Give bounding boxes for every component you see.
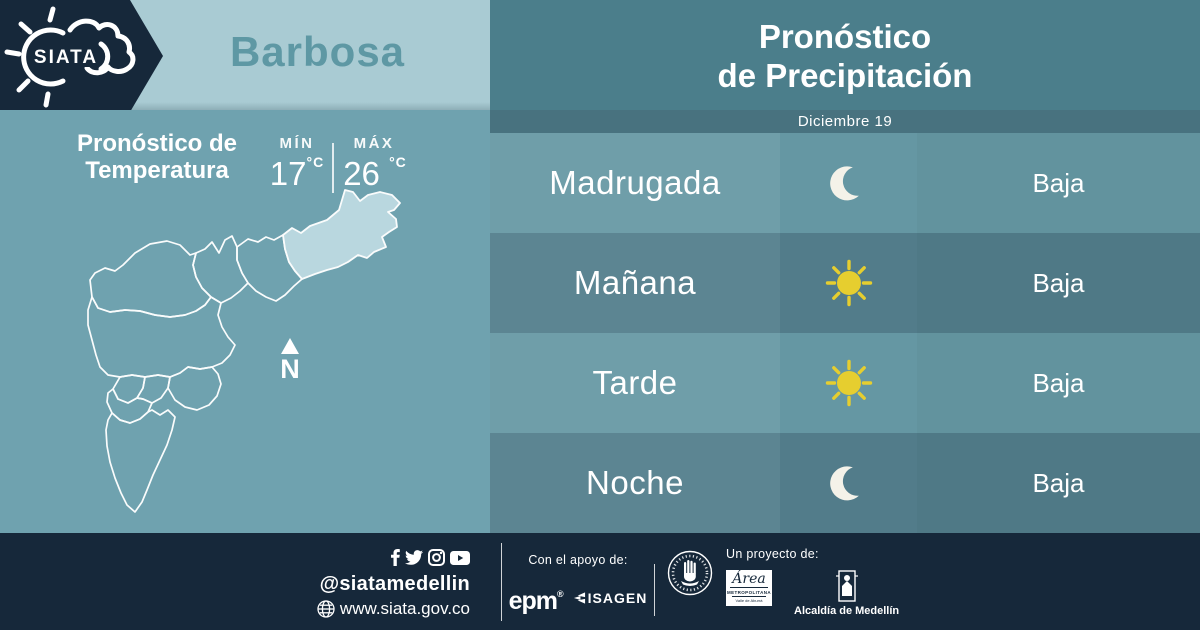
footer-divider xyxy=(501,543,502,621)
temperature-title-line1: Pronóstico de xyxy=(76,130,238,157)
map-region xyxy=(106,388,153,424)
level-label: Baja xyxy=(917,233,1200,333)
map-region-highlighted xyxy=(282,189,401,280)
project-block: Un proyecto de: Área METROPOLITANA Valle… xyxy=(726,547,899,617)
footer: @siatamedellin www.siata.gov.co Con el a… xyxy=(0,533,1200,630)
siata-logo-text: SIATA xyxy=(34,47,98,68)
forecast-row-manana: Mañana Baja xyxy=(490,233,1200,333)
moon-icon xyxy=(829,466,859,501)
map-region xyxy=(87,296,236,378)
max-value: 26 °C xyxy=(343,154,407,192)
footer-divider xyxy=(654,564,655,616)
area-metropolitana-logo: Área METROPOLITANA Valle de Aburrá xyxy=(726,570,772,606)
map-region xyxy=(89,240,212,318)
min-value: 17°C xyxy=(269,154,325,192)
youtube-icon xyxy=(450,550,470,565)
alcaldia-caption: Alcaldía de Medellín xyxy=(794,605,900,617)
period-label: Mañana xyxy=(490,233,780,333)
facebook-icon xyxy=(391,549,400,566)
moon-icon xyxy=(829,166,859,201)
sun-cloud-icon xyxy=(4,6,136,108)
min-label: MÍN xyxy=(279,135,315,152)
north-arrow: N xyxy=(280,338,300,384)
map-region xyxy=(136,374,171,404)
level-label: Baja xyxy=(917,333,1200,433)
forecast-date: Diciembre 19 xyxy=(797,113,893,130)
map-region xyxy=(105,409,176,513)
header-right: Pronóstico de Precipitación xyxy=(490,0,1200,110)
support-block: Con el apoyo de: epm® ISAGEN xyxy=(508,553,648,615)
alcaldia-mark-icon xyxy=(835,570,858,602)
max-label: MÁX xyxy=(353,135,395,152)
social-block: @siatamedellin www.siata.gov.co xyxy=(300,549,470,619)
instagram-icon xyxy=(428,549,445,566)
precip-title-line2: de Precipitación xyxy=(717,57,973,94)
municipality-title: Barbosa xyxy=(229,28,406,75)
sun-icon xyxy=(825,259,872,307)
support-label: Con el apoyo de: xyxy=(528,553,628,567)
left-panel: N Pronóstico de Temperatura MÍN 17°C MÁX… xyxy=(0,110,490,533)
region-map: N xyxy=(87,189,401,513)
twitter-icon xyxy=(405,550,423,565)
forecast-row-madrugada: Madrugada Baja xyxy=(490,133,1200,233)
project-label: Un proyecto de: xyxy=(726,547,819,561)
north-label: N xyxy=(280,354,300,384)
precip-title-line1: Pronóstico xyxy=(758,18,932,55)
globe-icon xyxy=(317,600,335,618)
forecast-row-tarde: Tarde Baja xyxy=(490,333,1200,433)
period-label: Noche xyxy=(490,433,780,533)
temperature-title: Pronóstico de Temperatura xyxy=(52,130,262,184)
date-band: Diciembre 19 xyxy=(490,110,1200,133)
siata-logo: SIATA xyxy=(0,0,163,112)
minmax-divider xyxy=(332,143,334,193)
isagen-mark-icon xyxy=(573,591,585,604)
level-label: Baja xyxy=(917,133,1200,233)
map-region xyxy=(167,366,222,411)
level-label: Baja xyxy=(917,433,1200,533)
forecast-row-noche: Noche Baja xyxy=(490,433,1200,533)
sun-icon xyxy=(825,359,872,407)
social-handle: @siatamedellin xyxy=(319,573,470,595)
period-label: Tarde xyxy=(490,333,780,433)
epm-logo: epm® xyxy=(508,587,564,615)
forecast-table: Madrugada Baja Mañana xyxy=(490,133,1200,533)
temperature-title-line2: Temperatura xyxy=(85,157,229,184)
website-url: www.siata.gov.co xyxy=(339,599,470,618)
medellin-seal-icon xyxy=(667,550,713,596)
isagen-logo: ISAGEN xyxy=(573,590,648,606)
alcaldia-logo: Alcaldía de Medellín xyxy=(794,570,899,617)
period-label: Madrugada xyxy=(490,133,780,233)
